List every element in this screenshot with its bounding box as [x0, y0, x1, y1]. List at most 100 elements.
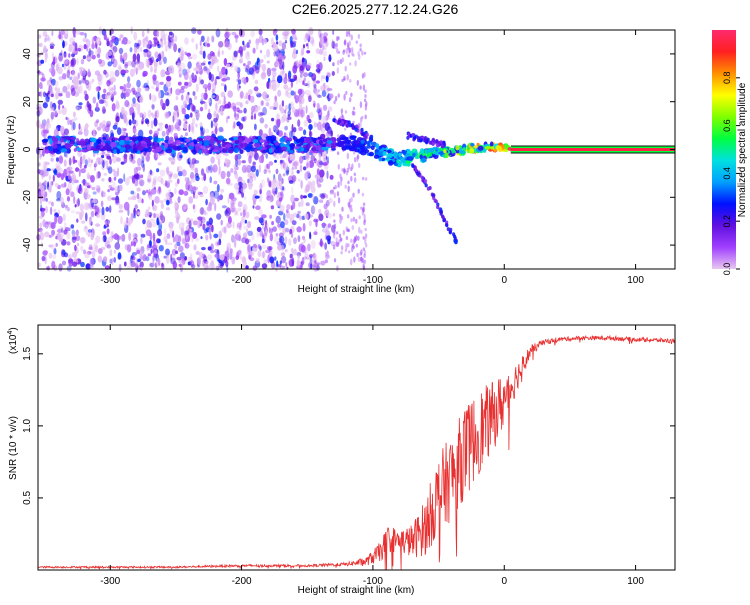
noise-cell	[102, 123, 106, 132]
noise-cell	[84, 182, 90, 187]
noise-cell	[46, 80, 51, 84]
noise-cell	[344, 184, 347, 189]
noise-cell	[97, 91, 100, 100]
noise-cell	[261, 244, 268, 249]
noise-cell	[287, 110, 292, 117]
noise-cell	[356, 154, 360, 160]
noise-cell	[275, 168, 279, 175]
noise-cell	[300, 194, 303, 200]
noise-cell	[38, 42, 43, 47]
noise-cell	[340, 108, 344, 114]
noise-cell	[308, 112, 314, 119]
noise-cell	[178, 222, 185, 231]
noise-cell	[283, 161, 286, 170]
noise-cell	[213, 180, 218, 185]
noise-cell	[297, 119, 301, 127]
noise-cell	[63, 252, 69, 258]
signal-cell	[44, 149, 50, 154]
noise-cell	[132, 53, 137, 62]
noise-cell	[326, 235, 332, 241]
noise-cell	[72, 26, 76, 36]
noise-cell	[208, 217, 213, 225]
noise-cell	[125, 177, 130, 186]
branch-cell	[445, 223, 449, 228]
noise-cell	[280, 159, 284, 163]
noise-cell	[299, 164, 303, 173]
noise-cell	[55, 242, 58, 247]
noise-cell	[235, 101, 242, 106]
noise-cell	[269, 80, 272, 84]
noise-cell	[184, 51, 188, 56]
noise-cell	[169, 173, 173, 178]
noise-cell	[184, 114, 190, 120]
noise-cell	[86, 39, 91, 48]
noise-cell	[289, 78, 296, 83]
noise-cell	[269, 233, 273, 242]
noise-cell	[183, 100, 186, 106]
noise-cell	[236, 82, 241, 92]
noise-cell	[247, 244, 251, 252]
noise-cell	[42, 219, 46, 228]
noise-cell	[219, 254, 225, 261]
noise-cell	[172, 236, 176, 243]
noise-cell	[111, 87, 114, 92]
noise-cell	[255, 257, 260, 264]
noise-cell	[179, 154, 183, 159]
noise-cell	[268, 227, 271, 234]
noise-cell	[77, 160, 83, 167]
noise-cell	[355, 218, 358, 224]
noise-cell	[105, 100, 108, 108]
noise-cell	[132, 97, 136, 104]
noise-cell	[245, 100, 249, 105]
noise-cell	[221, 50, 224, 55]
noise-cell	[217, 171, 221, 176]
noise-cell	[280, 107, 285, 114]
noise-cell	[288, 229, 291, 236]
noise-cell	[279, 182, 283, 190]
noise-cell	[150, 188, 157, 195]
noise-cell	[141, 155, 145, 164]
noise-cell	[364, 89, 367, 93]
noise-cell	[299, 66, 305, 74]
noise-cell	[85, 212, 88, 222]
noise-cell	[100, 200, 104, 207]
noise-cell	[91, 186, 96, 191]
noise-cell	[58, 263, 63, 272]
signal-cell	[458, 150, 466, 154]
noise-cell	[195, 112, 201, 119]
noise-cell	[139, 94, 144, 104]
noise-cell	[223, 226, 227, 234]
noise-cell	[217, 50, 221, 57]
noise-cell	[67, 117, 70, 126]
noise-cell	[62, 73, 67, 80]
noise-cell	[87, 68, 91, 78]
noise-cell	[91, 54, 96, 60]
noise-cell	[266, 222, 269, 230]
noise-cell	[214, 78, 217, 86]
noise-cell	[173, 124, 179, 131]
noise-cell	[310, 186, 316, 194]
noise-cell	[234, 183, 240, 190]
noise-cell	[335, 237, 338, 242]
noise-cell	[50, 111, 55, 120]
noise-cell	[340, 176, 343, 182]
noise-cell	[149, 169, 153, 175]
noise-cell	[291, 186, 294, 195]
signal-cell	[198, 137, 203, 142]
noise-cell	[243, 78, 247, 85]
snr-exponent-base: (x10	[8, 334, 19, 354]
noise-cell	[327, 72, 331, 78]
noise-cell	[349, 79, 352, 83]
noise-cell	[235, 37, 238, 43]
noise-cell	[359, 85, 362, 90]
noise-cell	[57, 215, 63, 225]
noise-cell	[126, 244, 132, 253]
noise-cell	[361, 115, 364, 120]
noise-cell	[133, 167, 138, 175]
noise-cell	[307, 80, 311, 89]
noise-cell	[49, 206, 53, 215]
noise-cell	[181, 107, 186, 115]
x-tick-label: 0	[501, 576, 507, 587]
noise-cell	[174, 243, 178, 249]
noise-cell	[237, 249, 242, 255]
